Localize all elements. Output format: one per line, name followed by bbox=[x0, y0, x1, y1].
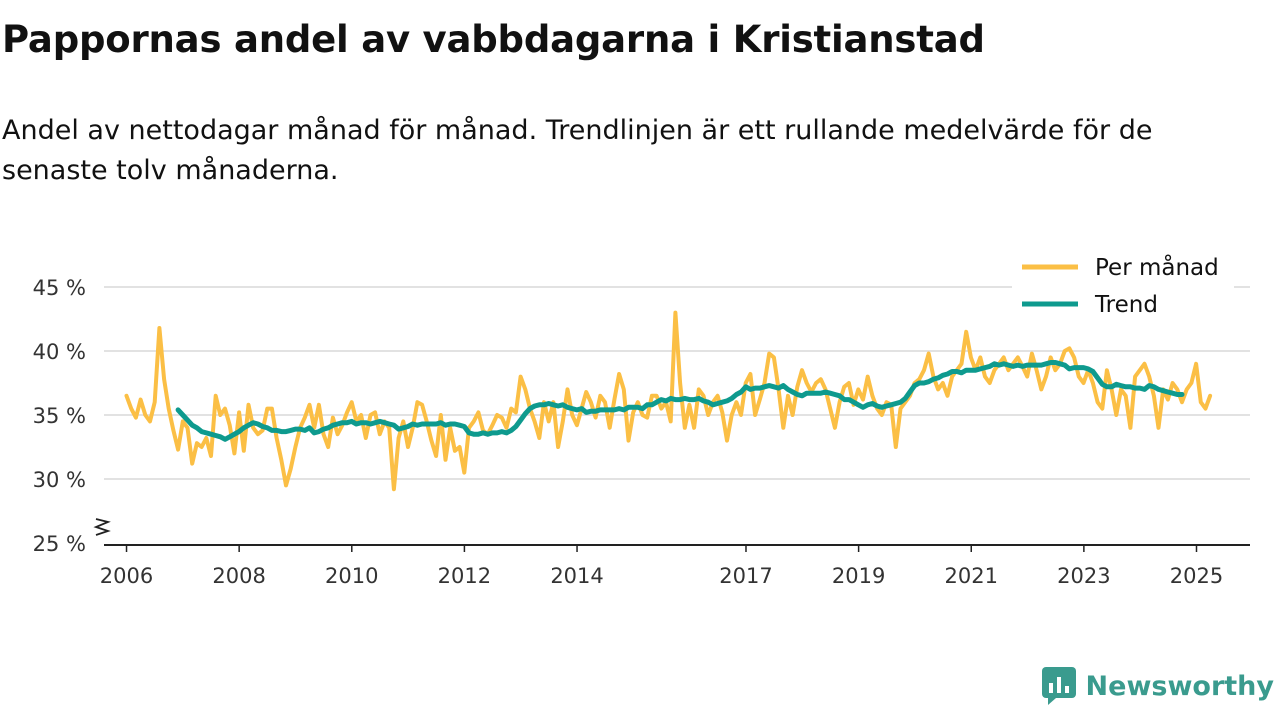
x-tick-label: 2014 bbox=[550, 564, 603, 588]
legend: Per månad Trend bbox=[1012, 247, 1234, 327]
y-tick-label: 45 % bbox=[33, 276, 86, 300]
x-tick-label: 2017 bbox=[719, 564, 772, 588]
x-tick-label: 2010 bbox=[325, 564, 378, 588]
x-tick-label: 2008 bbox=[212, 564, 265, 588]
x-tick-label: 2012 bbox=[438, 564, 491, 588]
chart-title: Pappornas andel av vabbdagarna i Kristia… bbox=[2, 18, 985, 61]
x-tick-label: 2019 bbox=[832, 564, 885, 588]
brand-name: Newsworthy bbox=[1085, 670, 1274, 702]
chart-subtitle: Andel av nettodagar månad för månad. Tre… bbox=[2, 115, 1153, 186]
y-tick-label: 35 % bbox=[33, 404, 86, 428]
series-line-trend bbox=[175, 360, 1185, 442]
newsworthy-logo-icon bbox=[1041, 667, 1076, 705]
axis-break-icon bbox=[93, 518, 111, 536]
x-tick-label: 2023 bbox=[1057, 564, 1110, 588]
x-axis: 2006 2008 2010 2012 2014 2017 2019 2021 2023 2025 bbox=[100, 544, 1250, 588]
y-tick-label: 25 % bbox=[33, 532, 86, 556]
x-tick-label: 2025 bbox=[1170, 564, 1223, 588]
y-tick-label: 30 % bbox=[33, 468, 86, 492]
y-axis: 25 % 30 % 35 % 40 % 45 % bbox=[33, 276, 111, 556]
legend-label-trend: Trend bbox=[1094, 292, 1158, 318]
y-tick-label: 40 % bbox=[33, 340, 86, 364]
legend-label-monthly: Per månad bbox=[1095, 253, 1219, 281]
brand-logo: Newsworthy bbox=[1041, 666, 1274, 706]
x-tick-label: 2006 bbox=[100, 564, 153, 588]
legend-background bbox=[1012, 247, 1234, 327]
x-tick-label: 2021 bbox=[945, 564, 998, 588]
plot-area bbox=[124, 310, 1213, 492]
